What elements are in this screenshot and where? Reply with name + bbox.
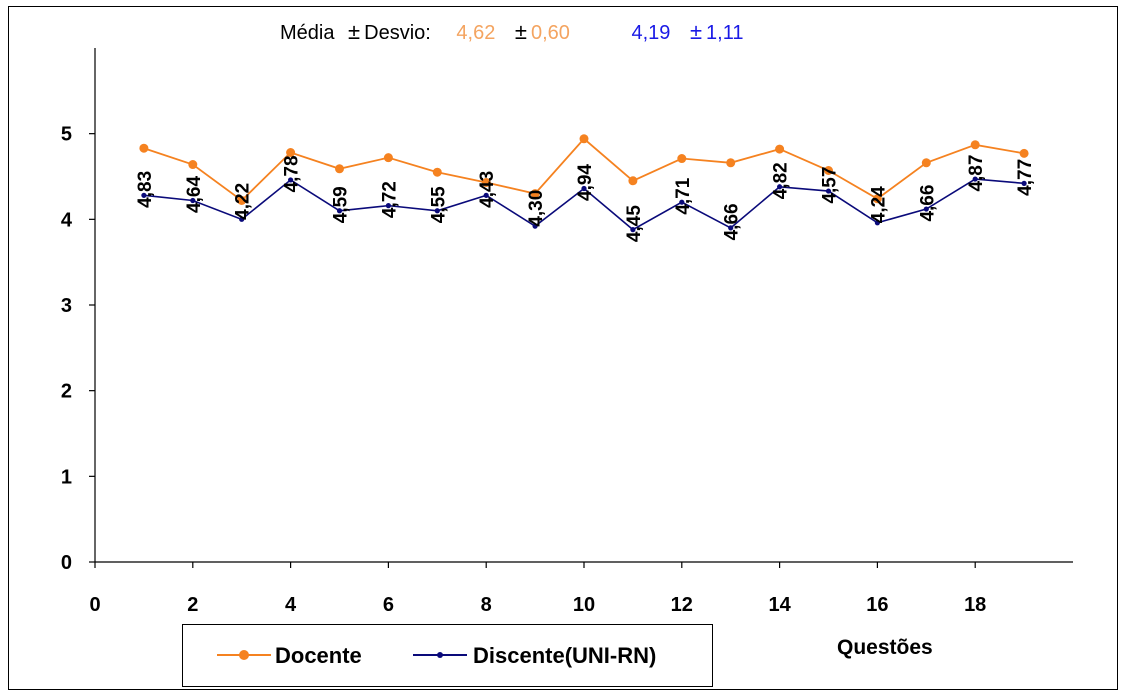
y-tick-label: 2 — [61, 381, 72, 403]
data-label: 4,94 — [575, 164, 596, 201]
data-point-docente — [677, 154, 687, 164]
data-label: 4,24 — [868, 186, 889, 223]
data-point-docente — [628, 176, 638, 186]
data-point-discente — [825, 188, 832, 194]
legend-discente-marker — [437, 652, 443, 658]
stats-desvio-label: Desvio: — [364, 22, 431, 44]
discente-mean: 4,19 — [631, 22, 671, 44]
data-label: 4,66 — [917, 185, 938, 222]
data-point-docente — [383, 153, 393, 163]
x-tick-label: 8 — [481, 594, 492, 616]
x-tick-label: 12 — [671, 594, 693, 616]
data-point-docente — [775, 144, 785, 154]
data-label: 4,72 — [379, 181, 400, 218]
legend: Docente Discente(UNI-RN) — [182, 624, 713, 687]
data-point-docente — [921, 158, 931, 168]
data-point-discente — [385, 203, 391, 209]
data-label: 4,22 — [233, 183, 254, 220]
data-point-docente — [530, 189, 540, 199]
data-point-docente — [579, 134, 589, 144]
data-label: 4,87 — [966, 155, 987, 192]
legend-docente-label: Docente — [275, 643, 362, 668]
y-tick-label: 3 — [61, 295, 72, 317]
data-point-discente — [972, 176, 978, 182]
data-point-docente — [237, 195, 247, 205]
y-tick-label: 1 — [61, 466, 72, 488]
plus-minus-symbol: ± — [348, 19, 361, 44]
data-point-docente — [872, 194, 882, 204]
data-label: 4,57 — [820, 167, 841, 204]
data-point-discente — [679, 199, 685, 205]
data-point-discente — [1021, 180, 1027, 186]
docente-sd: 0,60 — [530, 22, 570, 44]
chart-frame — [8, 6, 1118, 690]
data-point-docente — [1019, 148, 1029, 158]
plus-minus-symbol: ± — [689, 19, 703, 44]
data-point-docente — [139, 143, 149, 153]
data-point-discente — [141, 192, 147, 198]
data-label: 4,59 — [331, 186, 352, 223]
data-label: 4,78 — [282, 155, 303, 192]
docente-mean: 4,62 — [456, 22, 496, 44]
data-point-discente — [483, 192, 489, 198]
x-tick-label: 10 — [573, 594, 595, 616]
data-point-docente — [286, 148, 296, 158]
data-point-discente — [728, 225, 734, 231]
x-tick-label: 16 — [866, 594, 888, 616]
data-label: 4,66 — [722, 203, 743, 240]
data-point-docente — [824, 166, 833, 176]
data-point-docente — [970, 140, 980, 150]
x-axis-label: Questões — [837, 636, 933, 659]
data-point-discente — [874, 220, 881, 226]
stats-header: Média ± Desvio: 4,62 ±0,60 4,19 ±1,11 — [280, 19, 744, 45]
data-point-docente — [188, 160, 198, 170]
data-point-docente — [726, 158, 736, 168]
y-tick-label: 4 — [61, 209, 73, 231]
discente-sd: 1,11 — [706, 22, 744, 44]
data-point-discente — [630, 227, 636, 233]
legend-docente-marker — [239, 650, 249, 660]
data-point-discente — [190, 197, 196, 204]
data-point-discente — [434, 208, 440, 214]
x-tick-label: 6 — [383, 594, 394, 616]
legend-discente-label: Discente(UNI-RN) — [473, 643, 657, 668]
data-label: 4,82 — [771, 162, 792, 199]
x-tick-label: 14 — [768, 594, 791, 616]
data-label: 4,83 — [135, 171, 156, 208]
data-point-discente — [532, 223, 538, 229]
data-point-discente — [777, 184, 783, 190]
data-label: 4,71 — [673, 177, 694, 214]
data-point-discente — [336, 208, 343, 214]
data-label: 4,45 — [624, 205, 645, 242]
data-point-discente — [288, 177, 294, 183]
data-point-discente — [239, 216, 245, 222]
data-label: 4,77 — [1015, 159, 1036, 196]
data-label: 4,43 — [477, 171, 498, 208]
data-label: 4,30 — [526, 190, 547, 227]
x-tick-label: 0 — [89, 594, 100, 616]
x-tick-label: 2 — [187, 594, 198, 616]
data-point-discente — [923, 206, 929, 212]
data-point-docente — [432, 167, 442, 177]
data-label: 4,55 — [428, 186, 449, 223]
data-point-docente — [481, 177, 491, 187]
y-tick-label: 0 — [61, 552, 72, 574]
data-label: 4,64 — [184, 176, 205, 213]
data-point-docente — [335, 164, 344, 174]
x-tick-label: 4 — [285, 594, 297, 616]
x-tick-label: 18 — [964, 594, 986, 616]
stats-prefix: Média — [280, 22, 335, 44]
y-tick-label: 5 — [61, 124, 72, 146]
plus-minus-symbol: ± — [514, 19, 527, 44]
data-point-discente — [581, 185, 587, 192]
